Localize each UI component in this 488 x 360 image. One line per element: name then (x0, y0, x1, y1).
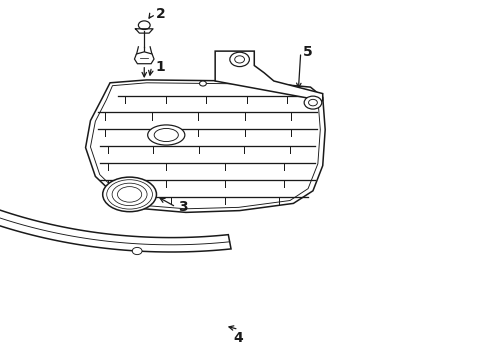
Text: 2: 2 (155, 8, 165, 21)
Circle shape (199, 81, 206, 86)
Circle shape (138, 21, 150, 30)
Polygon shape (215, 51, 322, 101)
Circle shape (132, 247, 142, 255)
Polygon shape (134, 52, 154, 64)
Text: 5: 5 (303, 45, 312, 59)
Text: 3: 3 (178, 200, 188, 214)
Polygon shape (85, 80, 325, 212)
Circle shape (229, 52, 249, 67)
Ellipse shape (147, 125, 184, 145)
Text: 4: 4 (233, 332, 243, 345)
Text: 1: 1 (155, 60, 165, 73)
Circle shape (308, 99, 317, 106)
Circle shape (304, 96, 321, 109)
Ellipse shape (154, 129, 178, 141)
Polygon shape (0, 95, 230, 252)
Circle shape (234, 56, 244, 63)
Ellipse shape (102, 177, 156, 212)
